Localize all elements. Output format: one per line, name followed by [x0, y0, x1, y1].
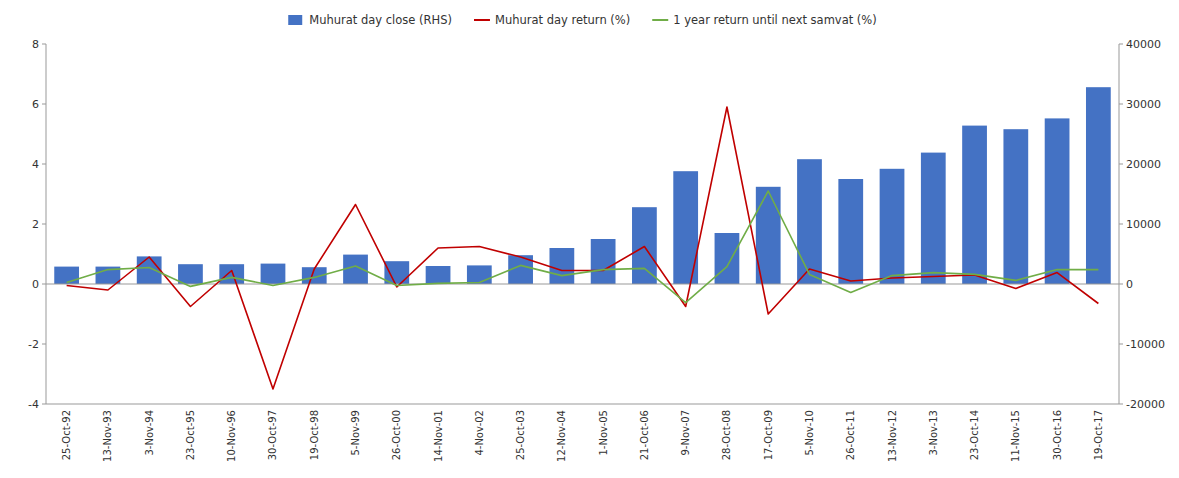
legend-swatch	[288, 15, 302, 25]
legend-label: Muhurat day close (RHS)	[309, 13, 452, 27]
bar	[1086, 87, 1111, 284]
bar	[178, 264, 203, 284]
bar	[549, 248, 574, 284]
x-tick-label: 1-Nov-05	[598, 410, 609, 456]
x-tick-label: 19-Oct-98	[309, 410, 320, 460]
x-tick-label: 14-Nov-01	[433, 410, 444, 462]
legend: Muhurat day close (RHS) Muhurat day retur…	[288, 13, 877, 27]
bar	[261, 264, 286, 284]
line	[67, 107, 1099, 389]
legend-swatch	[474, 19, 490, 21]
legend-label: Muhurat day return (%)	[495, 13, 630, 27]
legend-item: Muhurat day close (RHS)	[288, 13, 452, 27]
y-tick-label: 4	[32, 158, 39, 171]
y-tick	[42, 164, 46, 165]
x-tick-label: 25-Oct-03	[515, 410, 526, 460]
y2-tick-label: 10000	[1126, 218, 1161, 231]
y2-tick-label: 0	[1126, 278, 1133, 291]
y2-tick	[1119, 284, 1123, 285]
bar	[219, 264, 244, 284]
axes: -4 -2 0 2 4 6 8 -20000 -10000 0 10000 20000 30000 400…	[28, 38, 1165, 462]
bar	[54, 267, 79, 284]
y-tick-label: 6	[32, 98, 39, 111]
x-tick-label: 23-Oct-14	[969, 410, 980, 460]
y2-tick-label: 20000	[1126, 158, 1161, 171]
y2-tick	[1119, 344, 1123, 345]
bar	[137, 256, 162, 284]
y2-tick-label: 40000	[1126, 38, 1161, 51]
legend-label: 1 year return until next samvat (%)	[673, 13, 877, 27]
bar	[467, 265, 492, 284]
x-tick-label: 5-Nov-99	[350, 410, 361, 456]
x-tick-label: 30-Oct-16	[1052, 410, 1063, 460]
x-tick-label: 13-Nov-12	[887, 410, 898, 462]
legend-item: Muhurat day return (%)	[474, 13, 630, 27]
y-tick-label: -4	[28, 398, 39, 411]
chart: -4 -2 0 2 4 6 8 -20000 -10000 0 10000 20000 30000 400…	[0, 0, 1179, 478]
line	[67, 191, 1099, 303]
y2-tick	[1119, 404, 1123, 405]
plot-area	[46, 87, 1119, 389]
y-tick	[42, 44, 46, 45]
x-tick-label: 28-Oct-08	[721, 410, 732, 460]
x-tick-label: 9-Nov-07	[680, 410, 691, 456]
x-tick-label: 10-Nov-96	[226, 410, 237, 462]
bar	[426, 266, 451, 284]
y-tick	[42, 284, 46, 285]
y-tick-label: 0	[32, 278, 39, 291]
y2-tick-label: -20000	[1126, 398, 1165, 411]
zero-line	[46, 284, 1119, 285]
bar	[591, 239, 616, 284]
x-tick-label: 5-Nov-10	[804, 410, 815, 456]
bar	[1045, 118, 1070, 284]
x-tick-label: 4-Nov-02	[474, 410, 485, 456]
legend-swatch	[652, 19, 668, 21]
x-tick-label: 3-Nov-94	[144, 410, 155, 456]
y-tick-label: 8	[32, 38, 39, 51]
bar	[797, 159, 822, 284]
y2-tick-label: 30000	[1126, 98, 1161, 111]
x-tick-label: 13-Nov-93	[102, 410, 113, 462]
legend-item: 1 year return until next samvat (%)	[652, 13, 877, 27]
x-tick-label: 19-Oct-17	[1093, 410, 1104, 460]
bar	[880, 169, 905, 284]
x-tick-label: 11-Nov-15	[1010, 410, 1021, 462]
y-tick-label: 2	[32, 218, 39, 231]
x-tick-label: 3-Nov-13	[928, 410, 939, 456]
y2-tick-label: -10000	[1126, 338, 1165, 351]
x-tick-label: 26-Oct-11	[845, 410, 856, 460]
y-tick-label: -2	[28, 338, 39, 351]
bottom-axis-line	[46, 404, 1119, 405]
bar	[632, 207, 657, 284]
x-tick-label: 23-Oct-95	[185, 410, 196, 460]
x-tick-label: 26-Oct-00	[391, 410, 402, 460]
y-tick	[42, 344, 46, 345]
x-tick-label: 17-Oct-09	[763, 410, 774, 460]
x-tick-label: 25-Oct-92	[61, 410, 72, 460]
bar	[921, 153, 946, 284]
y2-tick	[1119, 164, 1123, 165]
bar	[1003, 129, 1028, 284]
x-tick-label: 12-Nov-04	[556, 410, 567, 462]
y-tick	[42, 404, 46, 405]
y2-tick	[1119, 44, 1123, 45]
y-tick	[42, 224, 46, 225]
bar-series	[54, 87, 1110, 284]
y-tick	[42, 104, 46, 105]
bar	[962, 126, 987, 284]
bar	[715, 233, 740, 284]
bar	[838, 179, 863, 284]
x-tick-label: 30-Oct-97	[267, 410, 278, 460]
x-tick-label: 21-Oct-06	[639, 410, 650, 460]
y2-tick	[1119, 224, 1123, 225]
y2-tick	[1119, 104, 1123, 105]
